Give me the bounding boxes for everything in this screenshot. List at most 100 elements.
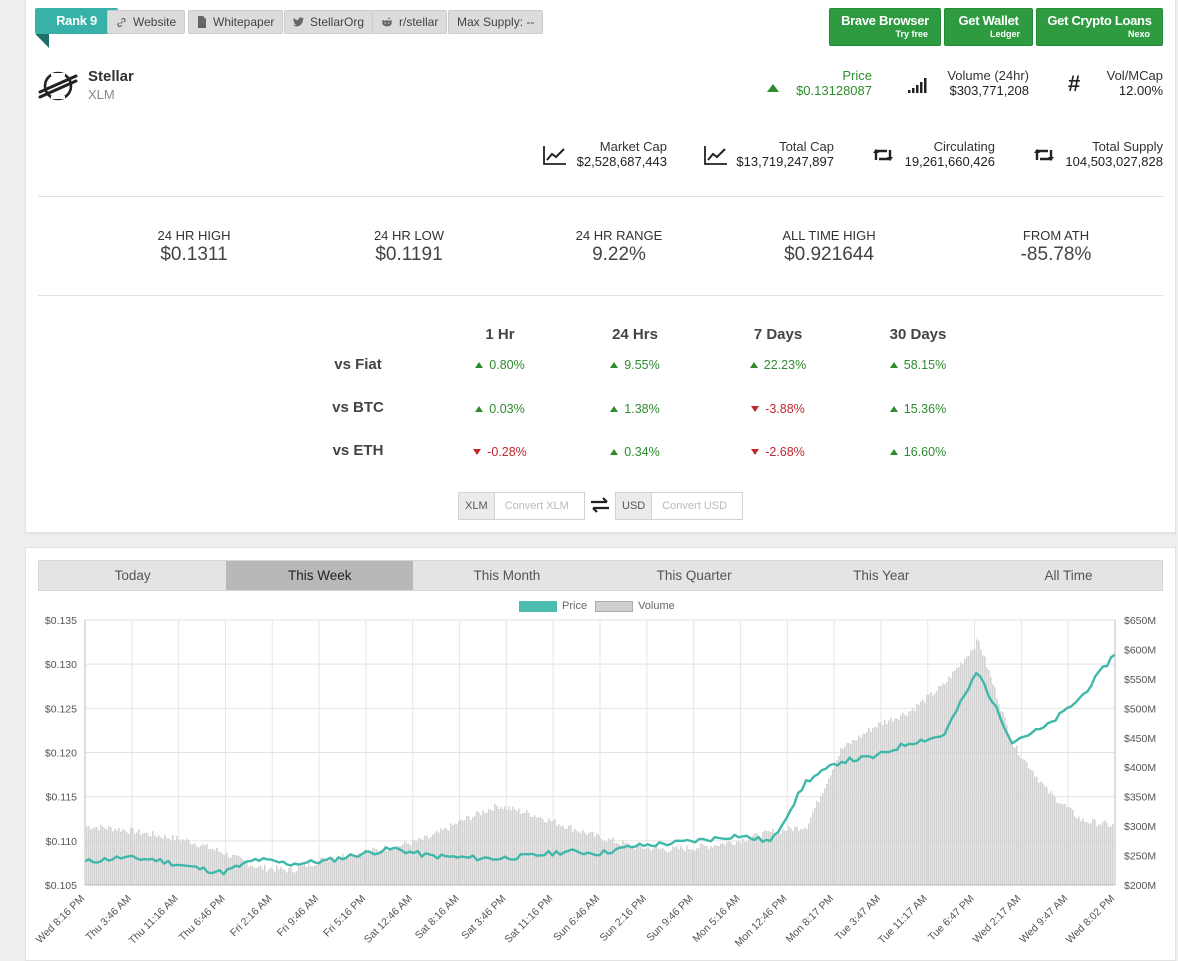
volume-bar	[374, 848, 376, 885]
y-right-tick-label: $550M	[1124, 674, 1156, 686]
volume-bar	[820, 795, 822, 885]
volume-bar	[666, 852, 668, 885]
volume-bar	[480, 815, 482, 885]
volume-bar	[810, 817, 812, 885]
volume-bar	[334, 860, 336, 885]
volume-bar	[416, 841, 418, 885]
volume-bar	[592, 831, 594, 885]
tab-this-quarter[interactable]: This Quarter	[656, 568, 732, 583]
legend-label-volume: Volume	[638, 600, 675, 612]
tab-all-time[interactable]: All Time	[1044, 568, 1093, 583]
volume-bar	[174, 840, 176, 885]
tab-this-month[interactable]: This Month	[473, 568, 541, 583]
volume-bar	[468, 816, 470, 885]
volume-bar	[366, 851, 368, 885]
chart-legend: Price Volume	[519, 600, 675, 612]
tab-this-week[interactable]: This Week	[226, 561, 414, 590]
volume-bar	[488, 809, 490, 885]
perf-header: 1 Hr	[485, 326, 515, 343]
volume-bar	[1034, 776, 1036, 885]
volume-bar	[262, 869, 264, 885]
volume-bar	[1002, 711, 1004, 885]
volume-bar	[582, 830, 584, 885]
volume-bar	[256, 867, 258, 885]
reddit-icon	[382, 17, 392, 27]
volume-bar	[1084, 821, 1086, 885]
twitter-link[interactable]: StellarOrg	[284, 10, 374, 34]
whitepaper-link[interactable]: Whitepaper	[188, 10, 284, 34]
volume-bar	[828, 778, 830, 885]
promo-title: Get Wallet	[958, 13, 1019, 28]
coin-name: Stellar	[88, 68, 134, 85]
volume-bar	[780, 833, 782, 885]
vol-mcap-value: 12.00%	[1118, 83, 1163, 98]
volume-bar	[888, 720, 890, 885]
perf-header: 30 Days	[889, 326, 947, 343]
x-tick-label: Sat 11:16 PM	[502, 893, 555, 946]
volume-bar	[974, 648, 976, 885]
convert-from-prefix: XLM	[459, 493, 495, 519]
volume-bar	[778, 830, 780, 885]
reddit-link[interactable]: r/stellar	[372, 10, 448, 34]
volume-bar	[484, 813, 486, 885]
total-cap-stat: Total Cap $13,719,247,897	[730, 139, 834, 169]
volume-bar	[90, 829, 92, 885]
circulating-value: 19,261,660,426	[904, 154, 995, 169]
brave-browser-button[interactable]: Brave Browser Try free	[829, 8, 941, 46]
swap-arrows-icon[interactable]	[590, 497, 610, 513]
up-arrow-icon	[749, 362, 758, 368]
volume-bar	[832, 769, 834, 885]
volume-bar	[356, 856, 358, 885]
volume-bar	[538, 817, 540, 885]
range-24h-high: 24 HR HIGH $0.1311	[134, 228, 254, 266]
volume-bar	[930, 692, 932, 885]
volume-bar	[338, 858, 340, 885]
volume-bar	[498, 809, 500, 885]
volume-bar	[394, 850, 396, 885]
volume-bar	[808, 823, 810, 885]
volume-bar	[860, 737, 862, 885]
volume-bar	[346, 857, 348, 885]
volume-bar	[854, 740, 856, 885]
y-right-tick-label: $650M	[1124, 615, 1156, 627]
volume-bar	[770, 831, 772, 885]
legend-swatch-price[interactable]	[519, 600, 557, 612]
volume-bar	[466, 816, 468, 885]
volume-bar	[1066, 807, 1068, 885]
market-cap-value: $2,528,687,443	[576, 154, 667, 169]
volume-bar	[284, 869, 286, 885]
volume-bar	[304, 863, 306, 885]
get-wallet-button[interactable]: Get Wallet Ledger	[944, 8, 1033, 46]
total-supply-stat: Total Supply 104,503,027,828	[1058, 139, 1163, 169]
volume-bar	[532, 816, 534, 885]
volume-bar	[702, 844, 704, 885]
volume-bar	[620, 845, 622, 885]
legend-swatch-volume[interactable]	[595, 600, 634, 612]
volume-bar	[946, 682, 948, 885]
volume-bar	[1060, 803, 1062, 885]
volume-bar	[110, 827, 112, 885]
volume-bar	[228, 857, 230, 885]
volume-bar	[192, 844, 194, 885]
volume-bar	[852, 739, 854, 885]
volume-bar	[400, 846, 402, 885]
volume-bar	[426, 835, 428, 885]
convert-to-input[interactable]	[652, 493, 743, 519]
volume-bar	[204, 845, 206, 885]
x-tick-label: Fri 5:16 PM	[321, 893, 368, 940]
tab-this-year[interactable]: This Year	[853, 568, 910, 583]
volume-bar	[414, 840, 416, 885]
x-tick-label: Sat 12:46 AM	[362, 893, 415, 946]
vol-mcap-label: Vol/MCap	[1106, 68, 1163, 83]
volume-bar	[616, 843, 618, 885]
volume-bar	[984, 656, 986, 885]
convert-from-input[interactable]	[494, 493, 583, 519]
get-crypto-loans-button[interactable]: Get Crypto Loans Nexo	[1036, 8, 1163, 46]
volume-bar	[94, 827, 96, 885]
volume-bar	[1090, 823, 1092, 885]
website-link[interactable]: Website	[107, 10, 186, 34]
document-icon	[198, 16, 206, 28]
range-from-ath: FROM ATH -85.78%	[996, 228, 1116, 266]
tab-today[interactable]: Today	[114, 568, 151, 583]
volume-bar	[502, 809, 504, 885]
